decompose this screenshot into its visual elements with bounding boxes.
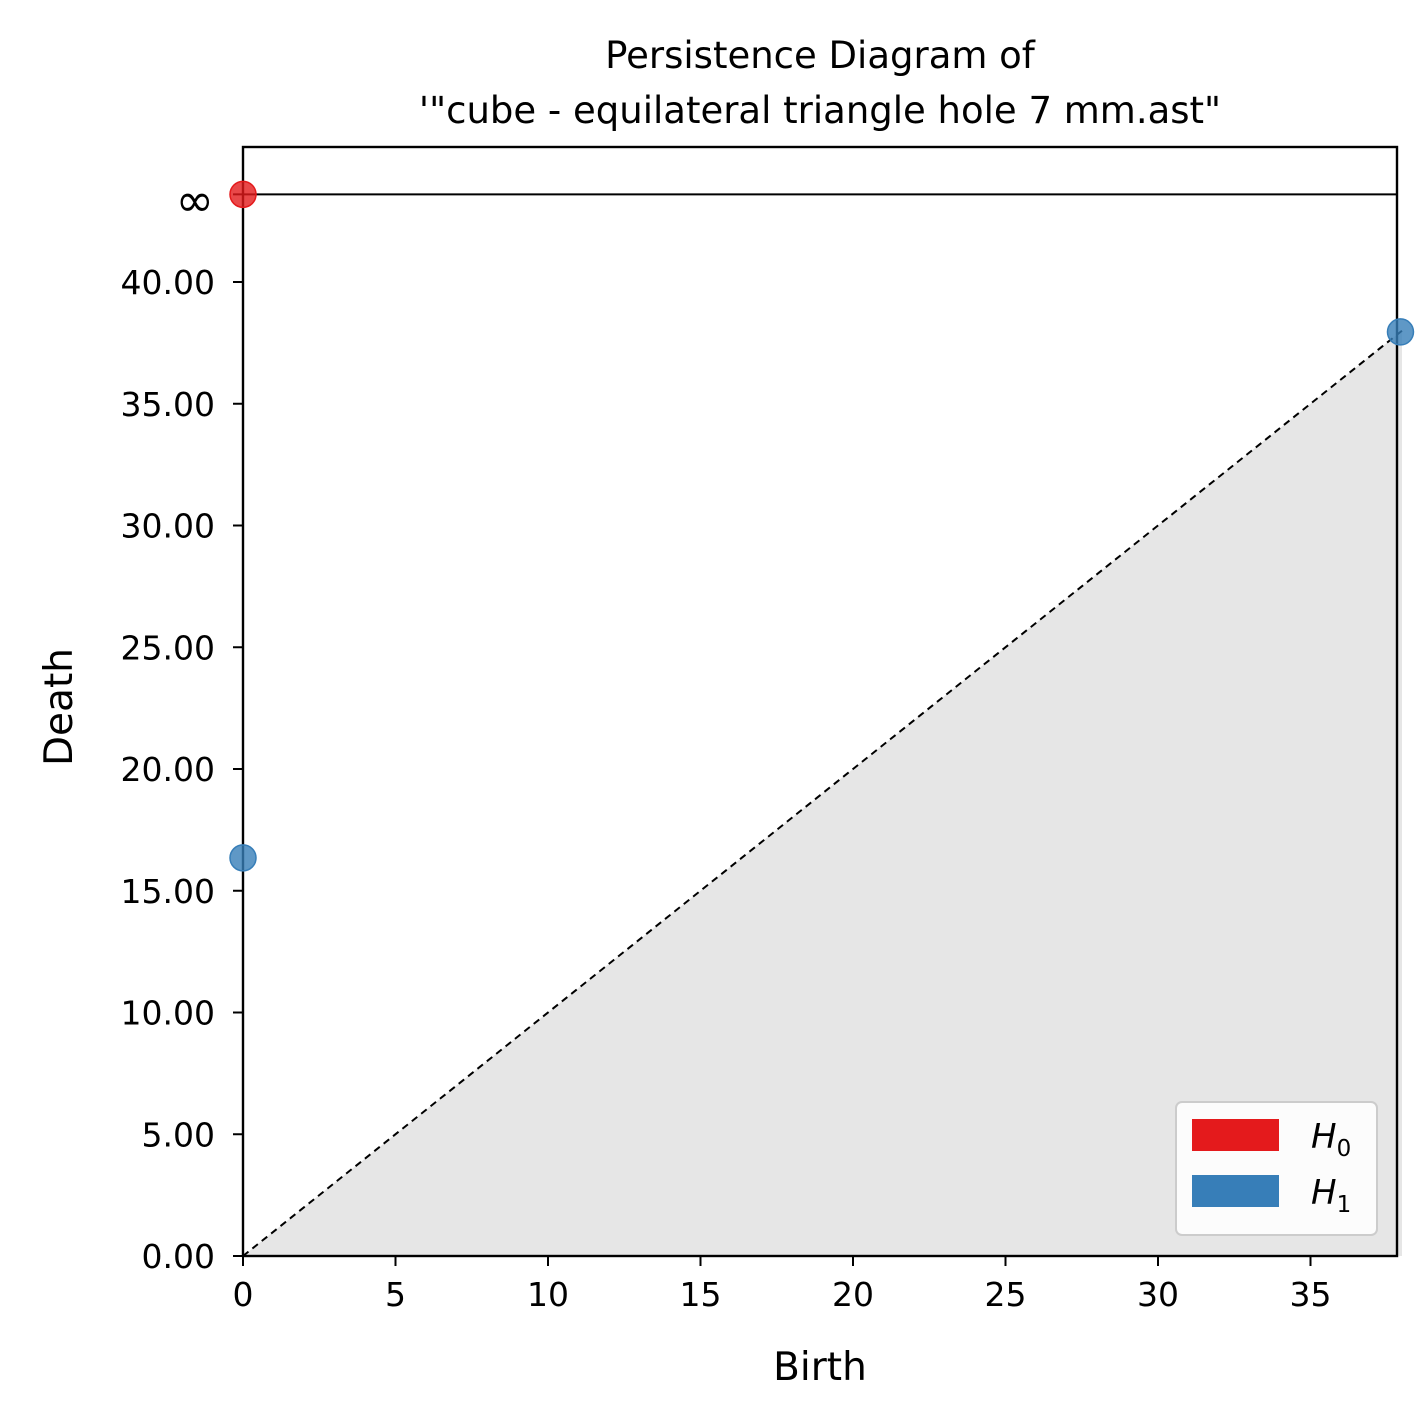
y-axis-ticks: 0.00 5.00 10.00 15.00 20.00 25.00 30.00 35.00 40… (121, 193, 243, 1276)
x-tick-label: 0 (233, 1275, 254, 1314)
data-points (229, 180, 1415, 872)
plot-frame (241, 145, 1399, 1258)
x-tick-label: 30 (1137, 1275, 1179, 1314)
y-axis-label: Death (37, 648, 82, 766)
x-axis-label: Birth (773, 1345, 867, 1390)
chart-title: Persistence Diagram of '"cube - equilate… (419, 34, 1221, 132)
y-tick-label: 30.00 (121, 507, 215, 546)
infinity-tick-label: ∞ (176, 173, 214, 227)
legend-subscript: 0 (1337, 1136, 1352, 1162)
y-tick-label: 15.00 (121, 872, 215, 911)
legend-swatch-h0 (1192, 1119, 1279, 1151)
y-tick-label: 10.00 (121, 994, 215, 1033)
x-tick-label: 20 (832, 1275, 874, 1314)
legend-subscript: 1 (1337, 1192, 1352, 1218)
y-tick-label: 35.00 (121, 385, 215, 424)
point-h0 (229, 180, 257, 209)
y-tick-label: 40.00 (121, 263, 215, 302)
x-tick-label: 5 (385, 1275, 406, 1314)
y-tick-label: 20.00 (121, 750, 215, 789)
x-tick-label: 15 (680, 1275, 722, 1314)
point-h1 (1386, 318, 1415, 346)
y-tick-label: 0.00 (142, 1237, 215, 1276)
chart-title-line2: '"cube - equilateral triangle hole 7 mm.… (419, 89, 1221, 132)
y-tick-label: 25.00 (121, 628, 215, 667)
chart-title-line1: Persistence Diagram of (605, 34, 1036, 77)
plot-area (241, 145, 1403, 1258)
y-tick-label: 5.00 (142, 1115, 215, 1154)
x-tick-label: 10 (527, 1275, 569, 1314)
x-tick-label: 25 (985, 1275, 1027, 1314)
x-tick-label: 35 (1290, 1275, 1332, 1314)
lower-diagonal-shading (243, 330, 1402, 1256)
x-axis-ticks: 0 5 10 15 20 25 30 35 (233, 1256, 1332, 1314)
point-h1 (229, 844, 257, 872)
legend-swatch-h1 (1192, 1175, 1279, 1207)
